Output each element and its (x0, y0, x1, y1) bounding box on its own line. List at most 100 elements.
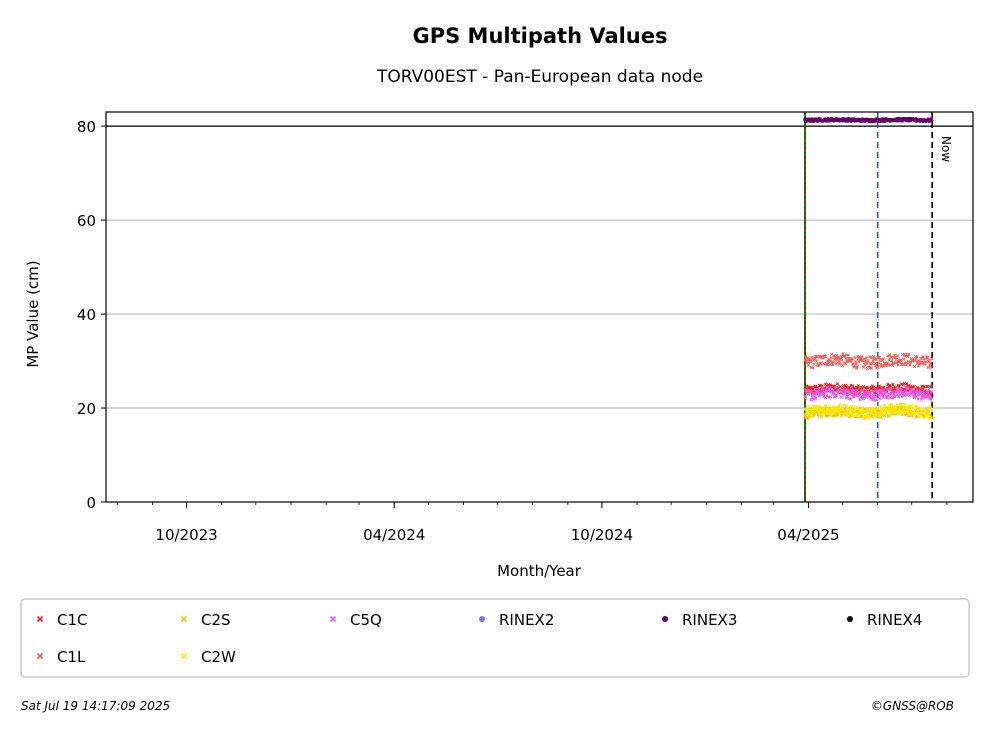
data-point (823, 382, 828, 386)
data-point (856, 384, 861, 388)
data-point (812, 362, 816, 367)
series-c2w (803, 402, 934, 419)
data-point (924, 360, 928, 364)
data-point (869, 366, 874, 370)
data-point (846, 388, 850, 392)
data-point (918, 389, 922, 393)
data-point (820, 384, 824, 388)
data-point (864, 410, 868, 414)
data-point (915, 404, 919, 408)
data-point (866, 359, 870, 363)
x-axis-label: Month/Year (497, 562, 582, 580)
data-point (854, 362, 858, 366)
data-point (825, 363, 829, 367)
data-point (828, 386, 832, 390)
data-point (901, 362, 905, 366)
data-point (881, 395, 886, 399)
data-point (847, 407, 851, 411)
data-point (870, 355, 874, 360)
data-point (860, 355, 864, 359)
data-point (878, 405, 883, 409)
reference-lines: Now (106, 112, 973, 502)
data-point (815, 355, 819, 359)
data-point (870, 397, 874, 402)
legend-label: RINEX4 (867, 611, 922, 629)
data-point (881, 393, 885, 397)
data-point (926, 390, 930, 395)
data-point (853, 360, 858, 364)
data-point (862, 409, 866, 414)
data-point (895, 403, 899, 407)
data-point (835, 382, 840, 386)
data-point (910, 403, 914, 408)
data-point (929, 357, 934, 361)
data-point (908, 363, 912, 367)
data-point (852, 414, 856, 418)
data-point (925, 355, 930, 359)
y-tick-label: 20 (77, 400, 96, 418)
data-point (832, 409, 837, 413)
data-point (806, 363, 811, 367)
data-point (883, 390, 888, 394)
data-point (819, 361, 823, 365)
data-point (862, 390, 867, 395)
data-point (823, 396, 828, 400)
legend-item-c1l: C1L (36, 648, 86, 666)
data-point (869, 410, 873, 415)
data-point (928, 415, 933, 419)
data-point (868, 390, 872, 395)
data-point (853, 355, 857, 360)
data-point (815, 390, 820, 394)
data-point (923, 409, 927, 413)
legend-marker (180, 615, 188, 623)
data-point (803, 355, 808, 359)
data-point (863, 359, 867, 363)
data-point (854, 407, 858, 411)
legend-label: RINEX2 (499, 611, 554, 629)
data-point (870, 361, 875, 366)
data-point (894, 405, 899, 409)
legend-item-rinex3: RINEX3 (662, 611, 737, 629)
data-point (929, 365, 933, 369)
data-point (879, 364, 884, 368)
data-point (922, 388, 926, 393)
data-point (830, 352, 834, 357)
data-point (922, 385, 926, 389)
data-point (929, 384, 934, 389)
data-point (879, 388, 883, 392)
data-point (822, 362, 826, 366)
data-point (881, 407, 885, 411)
data-point (846, 353, 850, 357)
legend-item-c5q: C5Q (329, 611, 382, 629)
data-point (905, 408, 909, 412)
data-point (877, 355, 882, 360)
data-point (894, 357, 899, 362)
data-point (848, 397, 853, 401)
data-point (868, 414, 872, 418)
data-point (840, 358, 844, 363)
data-point (814, 396, 818, 400)
data-point (929, 118, 934, 123)
data-point (847, 412, 851, 417)
x-tick-label: 10/2024 (571, 526, 633, 544)
data-point (887, 353, 892, 357)
data-point (893, 355, 897, 360)
y-tick-label: 60 (77, 212, 96, 230)
data-point (831, 360, 836, 364)
data-point (809, 398, 813, 402)
data-point (900, 391, 905, 395)
data-point (823, 355, 828, 359)
data-point (872, 385, 876, 389)
data-point (876, 405, 880, 409)
data-point (844, 389, 848, 394)
data-point (844, 403, 849, 408)
legend-label: C1L (57, 648, 86, 666)
data-point (834, 385, 838, 389)
data-point (811, 397, 816, 401)
data-point (818, 393, 823, 397)
legend-marker (36, 615, 44, 623)
data-point (830, 409, 834, 414)
data-point (924, 412, 929, 416)
data-point (901, 410, 905, 415)
data-point (881, 357, 886, 361)
